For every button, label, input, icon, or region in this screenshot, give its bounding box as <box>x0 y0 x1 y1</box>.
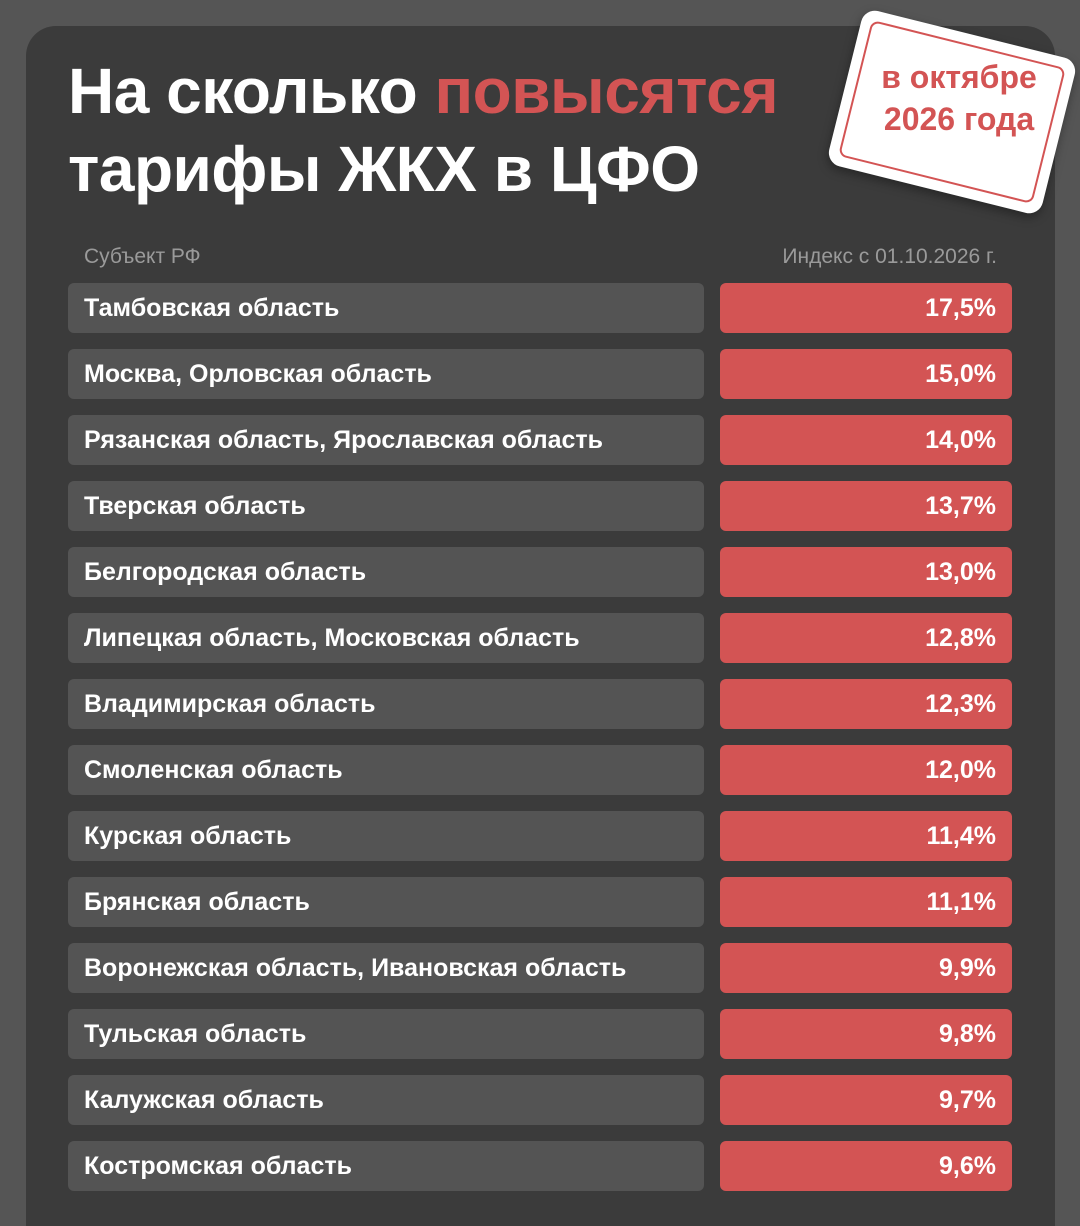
region-name: Липецкая область, Московская область <box>68 613 704 663</box>
table-row: Тверская область 13,7% <box>68 481 1012 531</box>
table-row: Смоленская область 12,0% <box>68 745 1012 795</box>
index-value: 12,8% <box>720 613 1012 663</box>
title-part-1: На сколько <box>68 55 435 127</box>
region-name: Владимирская область <box>68 679 704 729</box>
index-value: 9,9% <box>720 943 1012 993</box>
region-name: Калужская область <box>68 1075 704 1125</box>
region-name: Белгородская область <box>68 547 704 597</box>
index-value: 13,7% <box>720 481 1012 531</box>
region-name: Рязанская область, Ярославская область <box>68 415 704 465</box>
region-name: Тульская область <box>68 1009 704 1059</box>
index-value: 12,3% <box>720 679 1012 729</box>
table-row: Москва, Орловская область 15,0% <box>68 349 1012 399</box>
index-value: 17,5% <box>720 283 1012 333</box>
region-name: Москва, Орловская область <box>68 349 704 399</box>
index-value: 13,0% <box>720 547 1012 597</box>
index-value: 12,0% <box>720 745 1012 795</box>
table-row: Тульская область 9,8% <box>68 1009 1012 1059</box>
table-row: Костромская область 9,6% <box>68 1141 1012 1191</box>
region-name: Костромская область <box>68 1141 704 1191</box>
index-value: 9,7% <box>720 1075 1012 1125</box>
title-accent: повысятся <box>434 55 779 127</box>
table-row: Белгородская область 13,0% <box>68 547 1012 597</box>
region-name: Тамбовская область <box>68 283 704 333</box>
column-header-index: Индекс с 01.10.2026 г. <box>782 245 997 268</box>
index-value: 11,4% <box>720 811 1012 861</box>
table-row: Калужская область 9,7% <box>68 1075 1012 1125</box>
index-value: 15,0% <box>720 349 1012 399</box>
stamp-line-2: 2026 года <box>883 101 1035 137</box>
index-value: 11,1% <box>720 877 1012 927</box>
table-row: Воронежская область, Ивановская область 9… <box>68 943 1012 993</box>
region-name: Воронежская область, Ивановская область <box>68 943 704 993</box>
table-row: Брянская область 11,1% <box>68 877 1012 927</box>
page-title: На сколько повысятся тарифы ЖКХ в ЦФО <box>68 52 779 208</box>
region-name: Тверская область <box>68 481 704 531</box>
table-row: Курская область 11,4% <box>68 811 1012 861</box>
stamp-text: в октябре 2026 года <box>854 56 1064 140</box>
tariff-table: Тамбовская область 17,5% Москва, Орловская… <box>68 283 1012 1207</box>
column-header-region: Субъект РФ <box>84 245 201 268</box>
table-row: Липецкая область, Московская область 12,8… <box>68 613 1012 663</box>
stamp-line-1: в октябре <box>881 59 1037 95</box>
table-row: Владимирская область 12,3% <box>68 679 1012 729</box>
table-row: Тамбовская область 17,5% <box>68 283 1012 333</box>
table-row: Рязанская область, Ярославская область 14… <box>68 415 1012 465</box>
region-name: Брянская область <box>68 877 704 927</box>
region-name: Смоленская область <box>68 745 704 795</box>
index-value: 9,8% <box>720 1009 1012 1059</box>
index-value: 14,0% <box>720 415 1012 465</box>
region-name: Курская область <box>68 811 704 861</box>
title-line-2: тарифы ЖКХ в ЦФО <box>68 133 700 205</box>
index-value: 9,6% <box>720 1141 1012 1191</box>
